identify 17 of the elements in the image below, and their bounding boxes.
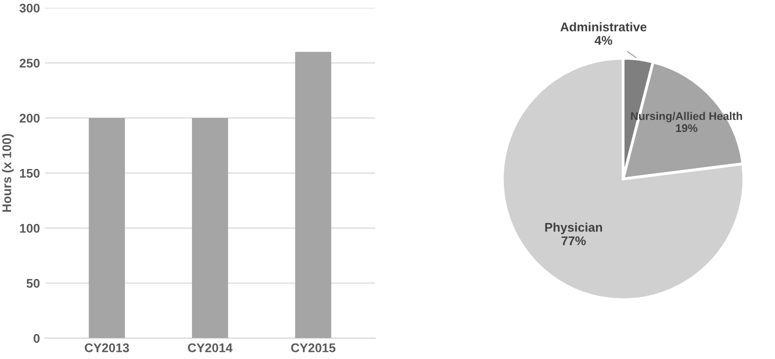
- y-tick-label: 300: [20, 4, 40, 13]
- data-label: 4%: [594, 36, 612, 45]
- slice-label: Administrative: [560, 22, 646, 32]
- y-tick-label: 200: [20, 114, 40, 123]
- x-tick-label: CY2013: [84, 343, 129, 352]
- y-tick-label: 150: [20, 168, 40, 178]
- x-tick-label: CY2014: [188, 343, 233, 352]
- pie-slice: [500, 56, 746, 302]
- y-tick-label: 50: [26, 278, 40, 288]
- y-tick-label: 0: [34, 334, 40, 343]
- slice-label: Physician: [545, 222, 602, 234]
- data-label: 77%: [562, 236, 586, 246]
- y-tick-label: 250: [20, 58, 40, 68]
- y-tick-label: 100: [20, 224, 40, 233]
- y-axis-title: Hours (x 100): [2, 134, 14, 212]
- x-tick-label: CY2015: [291, 343, 336, 352]
- data-label: 19%: [676, 124, 698, 132]
